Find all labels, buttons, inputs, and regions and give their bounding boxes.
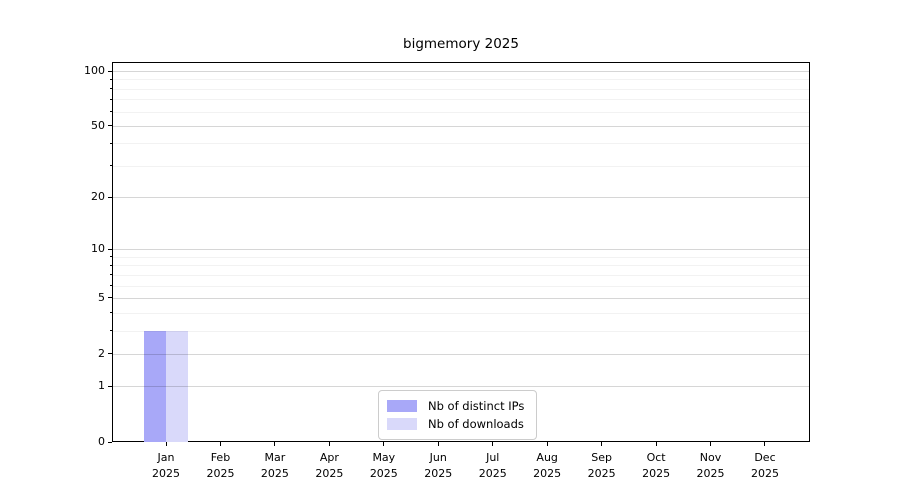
x-tick-label-dec: Dec 2025 [750,451,779,480]
y-minor-tick [110,88,112,90]
y-tick [108,441,112,443]
y-tick [108,385,112,387]
x-tick-label-jan: Jan 2025 [152,451,180,480]
y-gridline-major [113,197,809,199]
legend-swatch-nb-of-downloads [387,418,417,430]
y-gridline-major [113,125,809,127]
y-gridline-minor [113,111,809,113]
x-tick [328,442,330,446]
legend-label: Nb of distinct IPs [428,399,525,413]
y-gridline-major [113,353,809,355]
y-gridline-minor [113,285,809,287]
y-minor-tick [110,256,112,258]
y-tick [108,248,112,250]
x-tick-label-jul: Jul 2025 [478,451,507,480]
legend-item-nb-of-downloads: Nb of downloads [387,415,524,433]
y-minor-tick [110,312,112,314]
y-minor-tick [110,78,112,80]
x-tick [655,442,657,446]
x-tick [165,442,167,446]
x-tick-label-sep: Sep 2025 [587,451,616,480]
y-gridline-minor [113,88,809,90]
x-tick-label-jun: Jun 2025 [424,451,453,480]
y-tick-label: 20 [91,190,105,204]
x-tick-label-feb: Feb 2025 [206,451,235,480]
y-gridline-minor [113,265,809,267]
y-tick [108,125,112,127]
y-gridline-minor [113,312,809,314]
y-gridline-minor [113,256,809,258]
y-gridline-minor [113,143,809,145]
y-tick-label: 2 [98,346,105,360]
y-tick-label: 5 [98,290,105,304]
y-tick-label: 50 [91,118,105,132]
y-tick [108,196,112,198]
y-tick-label: 0 [98,435,105,448]
x-tick [764,442,766,446]
y-gridline-minor [113,330,809,332]
x-tick [492,442,494,446]
y-minor-tick [110,111,112,113]
x-tick [710,442,712,446]
y-minor-tick [110,165,112,167]
plot-area [112,62,810,442]
y-gridline-major [113,297,809,299]
y-gridline-minor [113,79,809,81]
legend: Nb of distinct IPs Nb of downloads [378,390,538,440]
y-tick [108,353,112,355]
bar-nb-of-distinct-ips-jan [144,330,166,442]
legend-swatch-nb-of-distinct-ips [387,400,417,412]
x-tick-label-oct: Oct 2025 [642,451,671,480]
y-minor-tick [110,274,112,276]
y-minor-tick [110,285,112,287]
y-gridline-minor [113,99,809,101]
y-minor-tick [110,330,112,332]
bar-nb-of-downloads-jan [166,330,188,442]
y-tick [108,297,112,299]
x-tick-label-may: May 2025 [369,451,398,480]
legend-item-nb-of-distinct-ips: Nb of distinct IPs [387,397,524,415]
x-tick-label-mar: Mar 2025 [260,451,289,480]
chart-title: bigmemory 2025 [403,36,519,52]
y-gridline-major [113,249,809,251]
x-tick-label-aug: Aug 2025 [533,451,562,480]
y-tick-label: 10 [91,242,105,256]
y-minor-tick [110,98,112,100]
x-tick [219,442,221,446]
y-gridline-minor [113,274,809,276]
x-tick [546,442,548,446]
y-gridline-minor [113,165,809,167]
x-tick-label-apr: Apr 2025 [315,451,344,480]
y-minor-tick [110,142,112,144]
y-minor-tick [110,264,112,266]
y-gridline-major [113,386,809,388]
y-tick-label: 100 [84,64,105,78]
y-tick-label: 1 [98,379,105,393]
y-gridline-major [113,71,809,73]
x-tick [274,442,276,446]
x-tick [437,442,439,446]
x-tick-label-nov: Nov 2025 [696,451,725,480]
x-tick [383,442,385,446]
y-tick [108,70,112,72]
x-tick [601,442,603,446]
legend-label: Nb of downloads [428,417,524,431]
